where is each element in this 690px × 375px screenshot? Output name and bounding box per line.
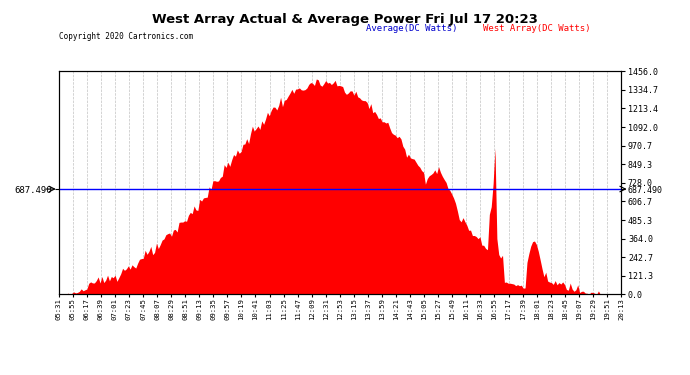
Text: Copyright 2020 Cartronics.com: Copyright 2020 Cartronics.com xyxy=(59,32,193,41)
Text: Average(DC Watts): Average(DC Watts) xyxy=(366,24,457,33)
Text: West Array Actual & Average Power Fri Jul 17 20:23: West Array Actual & Average Power Fri Ju… xyxy=(152,13,538,26)
Text: West Array(DC Watts): West Array(DC Watts) xyxy=(483,24,591,33)
